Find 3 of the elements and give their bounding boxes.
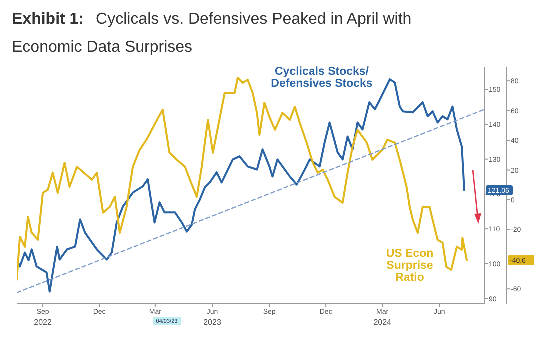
chart-title: Exhibit 1: Cyclicals vs. Defensives Peaked in April with Economic Data Surprises (12, 11, 412, 56)
series-label: US Econ Surprise Ratio (386, 248, 434, 284)
series-label: Cyclicals Stocks/ Defensives Stocks (271, 66, 373, 90)
